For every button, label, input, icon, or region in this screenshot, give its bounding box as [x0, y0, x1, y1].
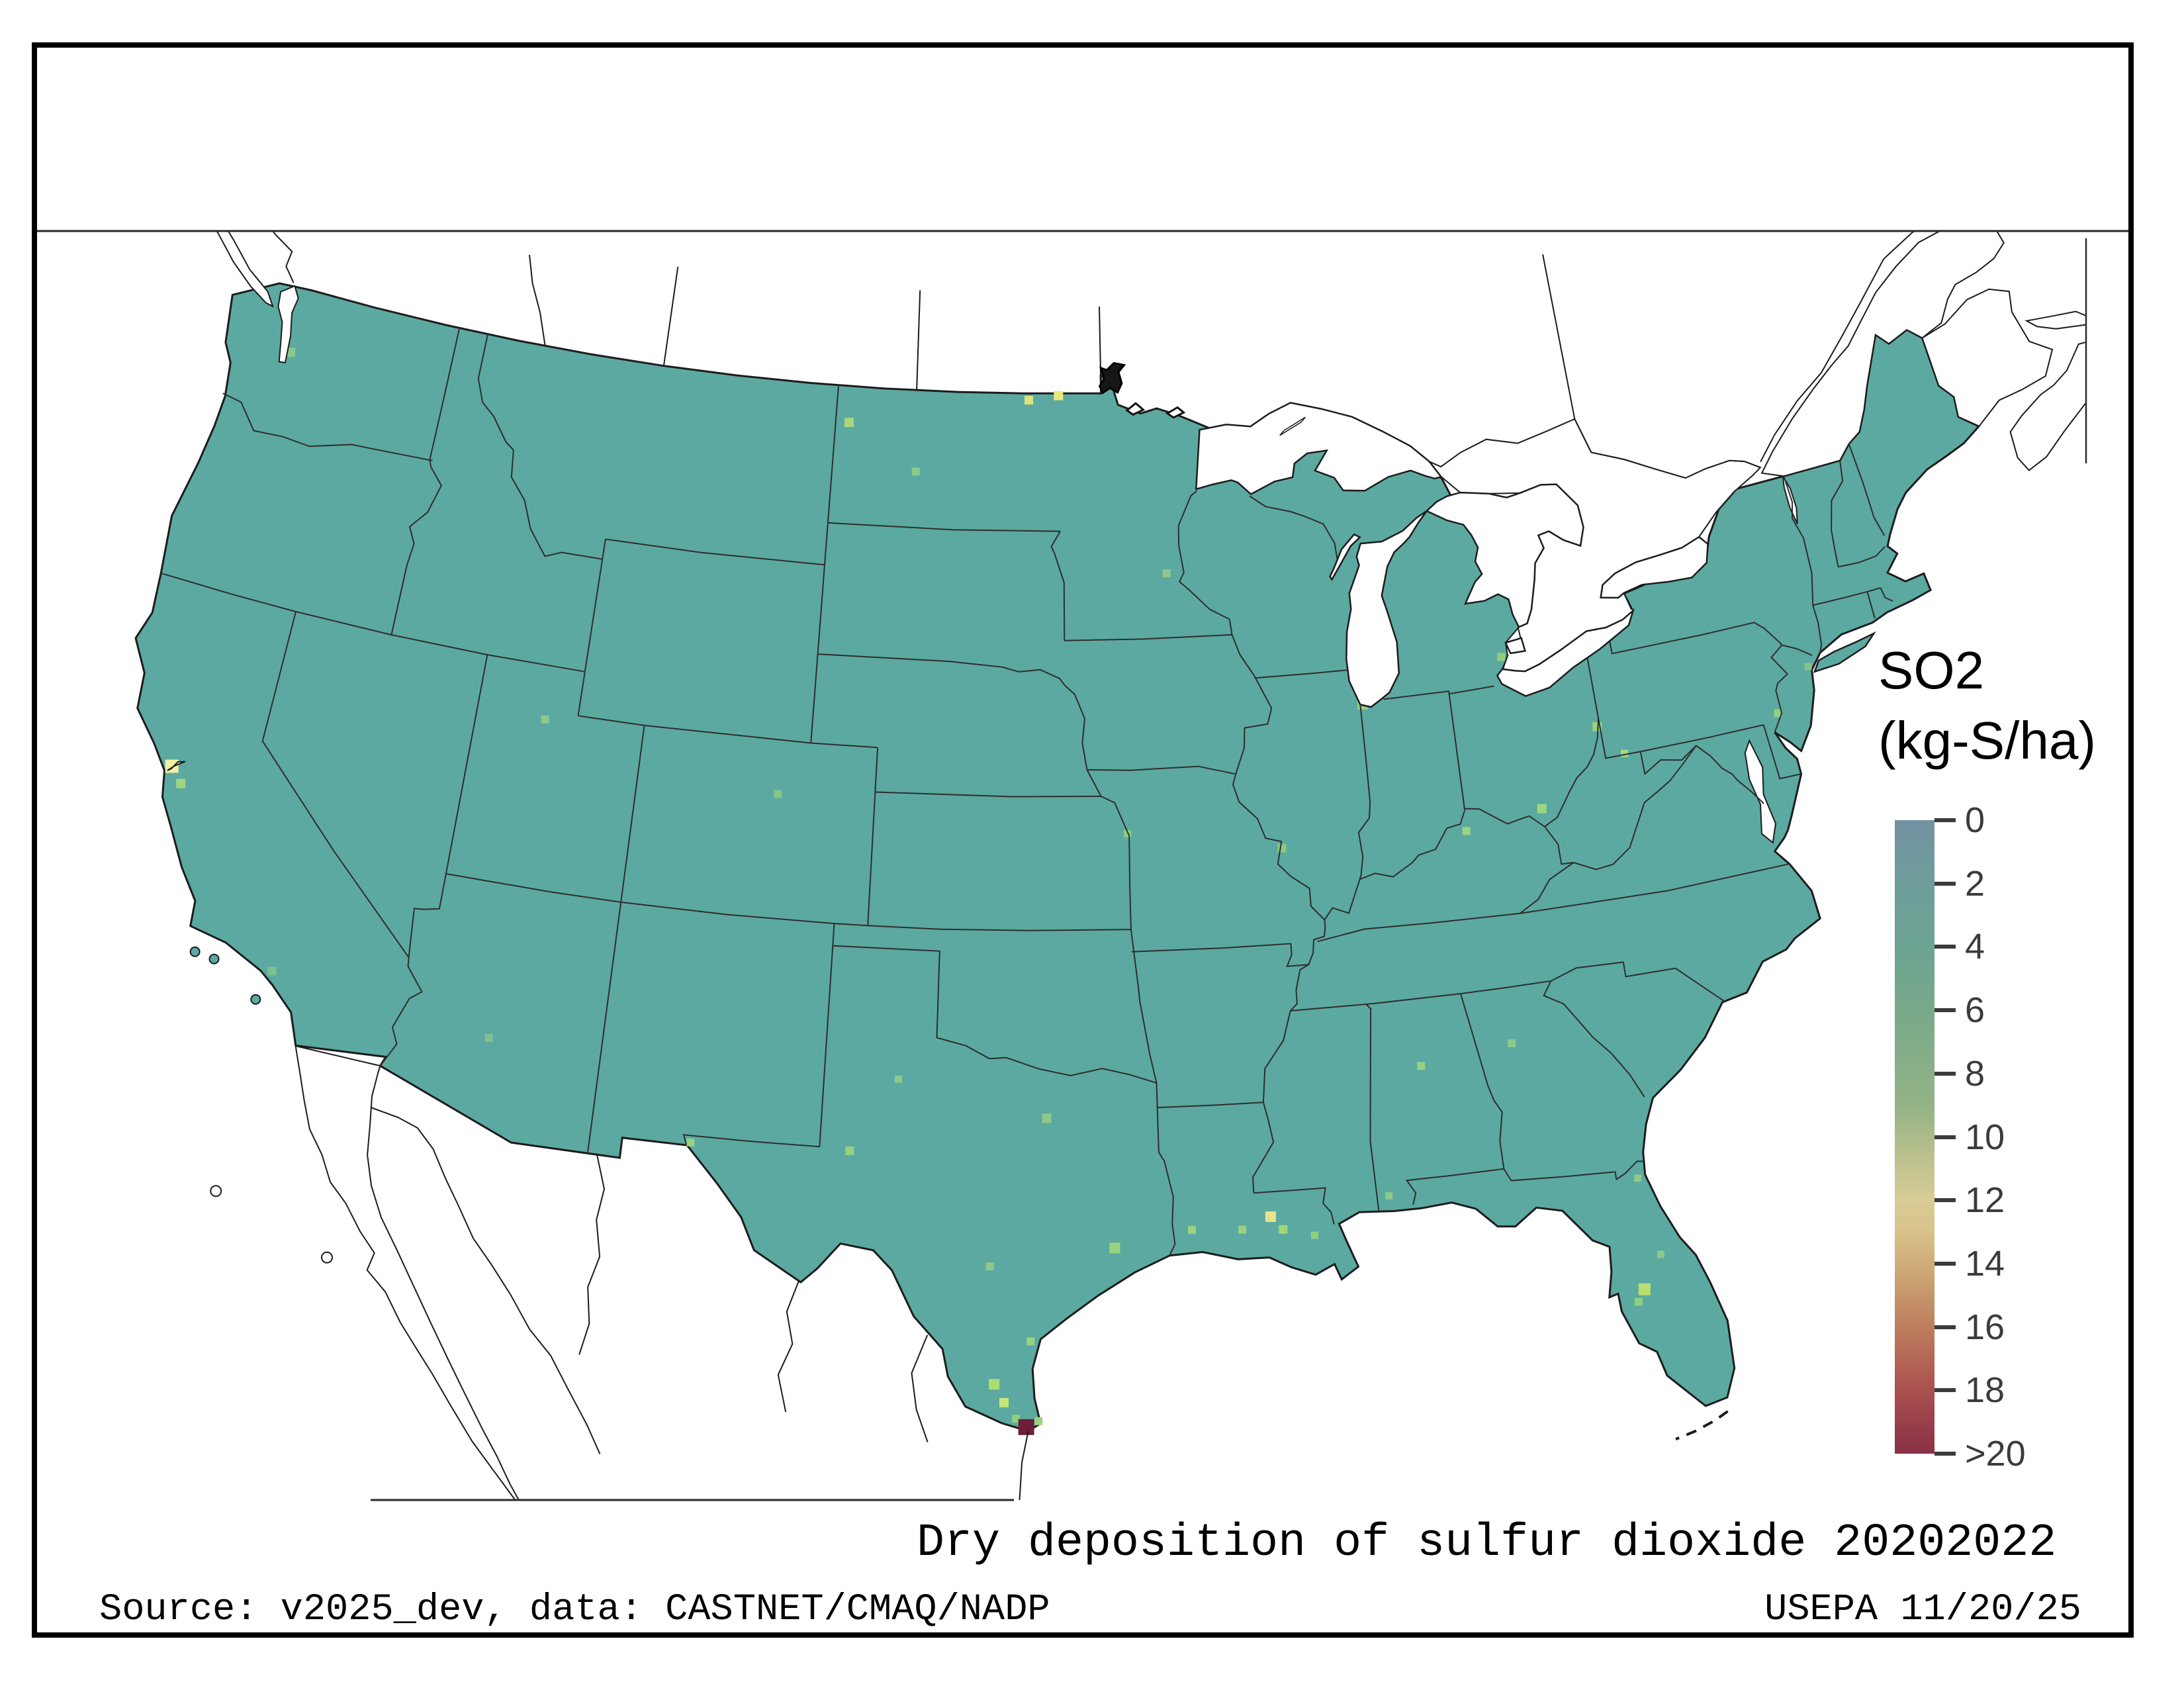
tick-mark — [1934, 1325, 1956, 1329]
tick-label: 8 — [1965, 1053, 1985, 1094]
colorbar-tick-4: 4 — [1934, 926, 1985, 967]
tick-mark — [1934, 1071, 1956, 1076]
colorbar-tick-14: 14 — [1934, 1243, 2005, 1284]
agency-date-caption: USEPA 11/20/25 — [1764, 1589, 2081, 1631]
tick-label: 18 — [1965, 1370, 2005, 1411]
tick-mark — [1934, 1261, 1956, 1266]
legend-title: SO2 (kg-S/ha) — [1878, 635, 2096, 776]
inland-water — [1782, 475, 1798, 524]
state-borders — [160, 328, 1893, 1256]
colorbar-tick-6: 6 — [1934, 990, 1985, 1031]
tick-mark — [1934, 818, 1956, 822]
long-island — [1813, 631, 1876, 673]
source-caption: Source: v2025_dev, data: CASTNET/CMAQ/NA… — [99, 1589, 1050, 1631]
tick-label: 12 — [1965, 1180, 2005, 1221]
tick-mark — [1934, 1388, 1956, 1393]
colorbar-tick-8: 8 — [1934, 1053, 1985, 1094]
tick-label: 4 — [1965, 927, 1985, 967]
tick-mark — [1934, 1008, 1956, 1013]
colorbar-tick-18: 18 — [1934, 1370, 2005, 1411]
colorbar-gradient — [1895, 820, 1934, 1454]
offshore-island — [208, 953, 220, 964]
map-title: Dry deposition of sulfur dioxide 2020202… — [917, 1517, 2057, 1570]
colorbar-legend: SO2 (kg-S/ha) — [1878, 635, 2096, 776]
inland-water — [167, 761, 186, 771]
lake-of-the-woods — [1098, 361, 1126, 395]
offshore-island — [250, 994, 261, 1005]
tick-label: 16 — [1965, 1307, 2005, 1347]
colorbar-tick-10: 10 — [1934, 1117, 2005, 1158]
tick-label: 14 — [1965, 1243, 2005, 1284]
us-landmass — [134, 282, 1981, 1432]
tick-mark — [1934, 881, 1956, 886]
inland-water — [1744, 739, 1777, 844]
great-lakes — [1195, 402, 1709, 708]
colorbar: 0 2 4 6 8 10 12 14 16 18 >20 — [1895, 800, 2026, 1474]
border-lake — [1125, 402, 1146, 416]
tick-mark — [1934, 1198, 1956, 1203]
colorbar-tick-2: 2 — [1934, 863, 1985, 904]
legend-title-line2: (kg-S/ha) — [1878, 711, 2096, 771]
colorbar-tick-12: 12 — [1934, 1180, 2005, 1221]
colorbar-tick-0: 0 — [1934, 800, 1985, 841]
tick-label: >20 — [1965, 1434, 2026, 1474]
colorbar-tick-gt20: >20 — [1934, 1433, 2026, 1474]
inland-water — [277, 285, 299, 363]
border-lake — [1165, 406, 1186, 419]
tick-mark — [1934, 1452, 1956, 1456]
tick-label: 10 — [1965, 1117, 2005, 1157]
florida-keys — [1675, 1410, 1729, 1440]
canada-mexico-context — [210, 231, 2086, 1500]
tick-label: 0 — [1965, 800, 1985, 840]
colorbar-tick-16: 16 — [1934, 1307, 2005, 1348]
colorbar-ticks: 0 2 4 6 8 10 12 14 16 18 >20 — [1934, 800, 2080, 1474]
tick-label: 6 — [1965, 990, 1985, 1031]
legend-title-line1: SO2 — [1878, 641, 1985, 700]
tick-label: 2 — [1965, 863, 1985, 904]
tick-mark — [1934, 1135, 1956, 1139]
tick-mark — [1934, 945, 1956, 949]
offshore-island — [189, 946, 201, 957]
